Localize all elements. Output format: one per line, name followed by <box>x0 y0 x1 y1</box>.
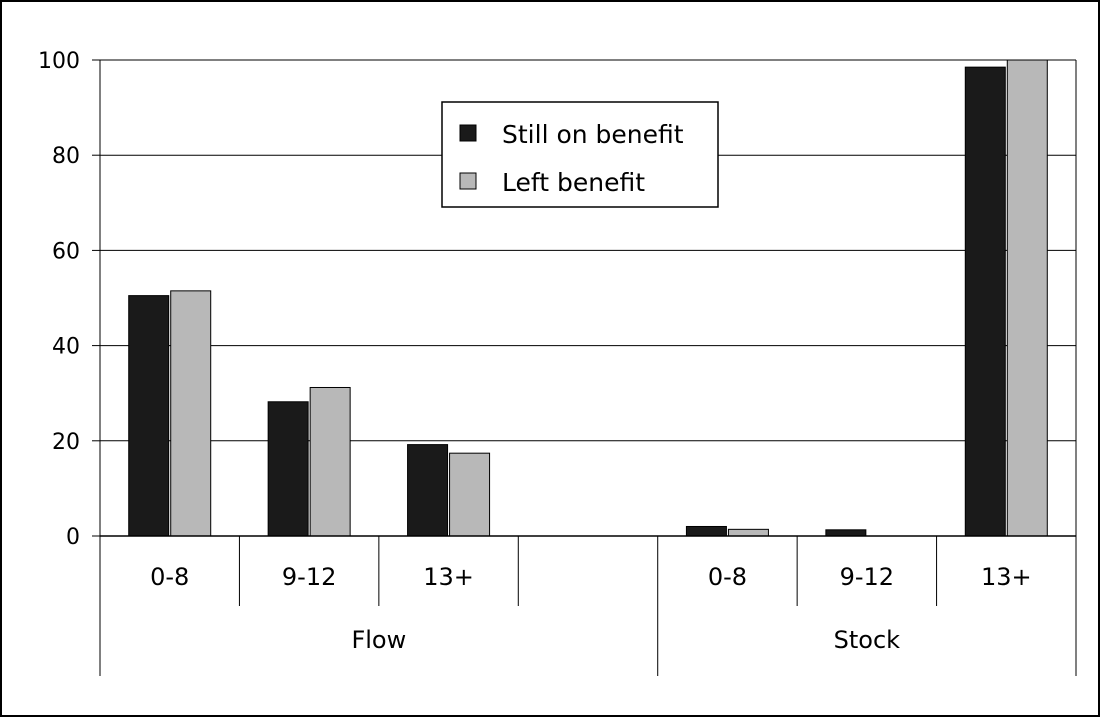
x-category-label: 9-12 <box>840 563 894 591</box>
legend-label-left-benefit: Left benefit <box>502 168 645 197</box>
bar-left-benefit <box>449 452 491 537</box>
bar-still-on-benefit <box>128 295 170 537</box>
y-tick-label: 80 <box>52 144 80 169</box>
y-tick-label: 60 <box>52 239 80 264</box>
y-tick-label: 20 <box>52 430 80 455</box>
bar-left-benefit <box>170 290 212 537</box>
x-category-label: 0-8 <box>708 563 747 591</box>
y-tick-label: 100 <box>38 49 80 74</box>
legend-label-still-on-benefit: Still on benefit <box>502 120 684 149</box>
x-category-label: 13+ <box>981 563 1032 591</box>
bar-still-on-benefit <box>685 525 727 537</box>
bar-left-benefit <box>727 528 769 537</box>
legend: Still on benefit Left benefit <box>441 101 719 208</box>
x-category-label: 9-12 <box>282 563 336 591</box>
bar-left-benefit <box>1006 59 1048 537</box>
bar-still-on-benefit <box>267 401 309 537</box>
legend-swatch-still-on-benefit <box>459 124 477 142</box>
bar-still-on-benefit <box>825 529 867 537</box>
legend-swatch-left-benefit <box>459 172 477 190</box>
y-tick-label: 0 <box>66 525 80 550</box>
x-category-label: 13+ <box>423 563 474 591</box>
bar-still-on-benefit <box>407 444 449 537</box>
legend-box <box>441 101 719 208</box>
y-axis: 0 20 40 60 80 100 <box>38 49 1077 550</box>
bar-left-benefit <box>309 386 351 537</box>
x-group-label: Stock <box>834 626 901 654</box>
x-axis: 0-8 9-12 13+ 0-8 9-12 13+ Flow Stock <box>99 535 1077 676</box>
x-category-label: 0-8 <box>150 563 189 591</box>
y-tick-label: 40 <box>52 335 80 360</box>
bar-still-on-benefit <box>964 66 1006 537</box>
x-group-label: Flow <box>351 626 406 654</box>
